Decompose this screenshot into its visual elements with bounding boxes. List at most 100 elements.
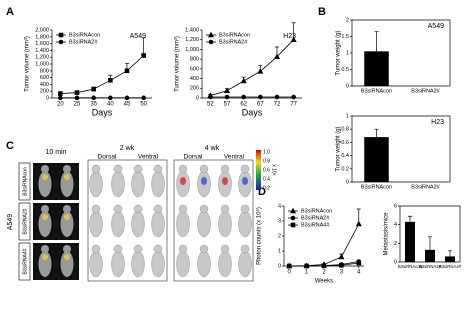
x-tick-label: 77 <box>290 102 297 108</box>
y-tick-label: 800 <box>40 68 49 74</box>
colorbar-label: 0.8 <box>263 158 270 164</box>
y-tick-label: 600 <box>40 75 49 81</box>
marker <box>91 95 96 101</box>
series-line <box>289 223 360 267</box>
group-box <box>173 159 254 282</box>
mouse-head <box>199 164 209 174</box>
mouse-head <box>153 164 163 174</box>
marker <box>224 94 230 100</box>
y-axis-label: Tumor volume (mm³) <box>175 36 181 92</box>
mouse-body <box>218 250 232 278</box>
mouse-body <box>238 210 252 238</box>
mouse-body <box>151 210 165 238</box>
x-tick-label: 72 <box>274 102 281 108</box>
signal <box>64 254 70 260</box>
mouse-head <box>63 165 71 173</box>
y-tick-label: 400 <box>190 76 199 82</box>
mouse-body <box>197 210 211 238</box>
x-tick-label: 50 <box>140 102 147 108</box>
mouse-head <box>178 164 188 174</box>
mouse-body <box>111 210 125 238</box>
legend-marker <box>289 207 297 214</box>
error-bar <box>408 215 412 222</box>
mouse-body <box>38 251 52 277</box>
bar <box>364 51 389 86</box>
legend-label: B3siRNAcon <box>219 32 250 38</box>
y-tick-label: 2 <box>346 17 349 23</box>
marker <box>58 91 63 96</box>
error-bar <box>374 31 379 52</box>
legend-label: B3siRNA2# <box>219 39 248 45</box>
marker <box>338 253 345 260</box>
signal <box>201 177 207 185</box>
mouse-body <box>131 210 145 238</box>
legend-label: B3siRNA2# <box>301 215 330 221</box>
mouse-head <box>240 164 250 174</box>
marker <box>124 95 130 101</box>
y-tick-label: 0 <box>346 83 349 89</box>
x-tick-label: B3siRNA4# <box>439 264 462 269</box>
mouse-head <box>113 244 123 254</box>
y-axis-label: Tumor volume (mm³) <box>25 36 31 92</box>
y-tick-label: 1 <box>346 50 349 56</box>
mouse-head <box>133 204 143 214</box>
legend-marker <box>207 31 215 38</box>
row-label: B3siRNA4# <box>22 248 28 274</box>
mouse-head <box>153 244 163 254</box>
legend-marker <box>290 215 296 221</box>
marker <box>108 78 113 83</box>
y-tick-label: 0.8 <box>341 127 349 133</box>
mouse-head <box>133 164 143 174</box>
frame <box>352 115 451 182</box>
x-axis-label: Weeks <box>315 279 333 285</box>
axis <box>51 30 152 99</box>
mouse-head <box>240 204 250 214</box>
x-tick-label: 0 <box>288 270 292 276</box>
mouse-body <box>60 211 74 237</box>
mouse-head <box>91 244 101 254</box>
x-tick-label: 40 <box>107 102 114 108</box>
mouse-head <box>199 244 209 254</box>
signal <box>242 177 248 185</box>
mouse-head <box>63 205 71 213</box>
x-tick-label: 3 <box>340 270 344 276</box>
colorbar-label: 0.4 <box>263 176 270 182</box>
series-line <box>210 39 294 96</box>
mouse-body <box>131 170 145 198</box>
view-label: Dorsal <box>184 154 203 161</box>
y-tick-label: 1,200 <box>185 37 199 43</box>
signal <box>42 174 48 180</box>
mouse-head <box>41 205 49 213</box>
x-tick-label: 67 <box>257 102 264 108</box>
legend-label: B3siRNAcon <box>69 32 100 38</box>
mouse-body <box>89 210 103 238</box>
column-header: 10 min <box>45 149 66 156</box>
y-tick-label: 0.2 <box>341 166 349 172</box>
y-tick-label: 1 <box>346 113 349 119</box>
x-tick-label: 4 <box>357 270 361 276</box>
view-label: Dorsal <box>98 154 117 161</box>
mouse-body <box>111 250 125 278</box>
mouse-head <box>91 164 101 174</box>
mouse-head <box>63 245 71 253</box>
y-tick-label: 1,200 <box>35 55 49 61</box>
chart-title: H23 <box>431 119 444 126</box>
mouse-body <box>38 211 52 237</box>
view-label: Ventral <box>224 154 245 161</box>
marker <box>355 220 362 227</box>
colorbar-label: 0.2 <box>263 185 270 191</box>
mouse-head <box>113 204 123 214</box>
x-tick-label: B3siRNA2# <box>411 184 440 190</box>
series-line <box>60 55 144 94</box>
x-tick-label: B3siRNAcon <box>361 88 392 94</box>
signal <box>64 214 70 220</box>
column-header: 2 wk <box>120 145 135 152</box>
legend-label: B3siRNAcon <box>301 208 332 214</box>
marker <box>257 68 264 74</box>
legend-marker <box>58 39 64 45</box>
legend-label: B3siRNA2# <box>69 39 98 45</box>
mouse-body <box>176 250 190 278</box>
signal <box>42 214 48 220</box>
marker <box>240 77 247 84</box>
mouse-head <box>153 204 163 214</box>
